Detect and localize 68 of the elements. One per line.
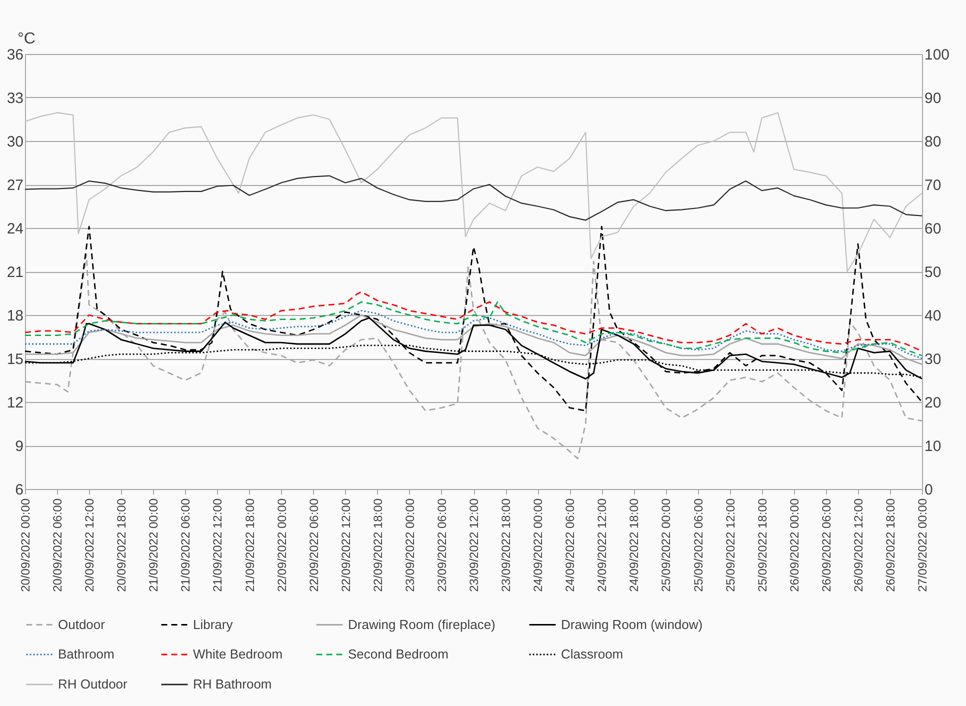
y-tick-label: 21 [6,264,24,281]
y2-tick-label: 90 [924,90,942,107]
line-series [25,226,922,412]
x-tick-label: 24/09/2022 12:00 [595,498,610,592]
x-tick-label: 25/09/2022 00:00 [659,498,674,592]
x-tick-label: 20/09/2022 18:00 [114,498,129,592]
y2-tick-label: 100 [924,46,950,64]
legend-label: Bathroom [58,646,114,662]
y2-tick-label: 0 [924,482,933,498]
y-tick-label: 12 [6,394,24,412]
y-tick-label: 24 [6,220,24,238]
legend-label: RH Outdoor [58,676,128,692]
x-tick-label: 24/09/2022 18:00 [627,498,642,592]
x-tick-label: 23/09/2022 00:00 [402,498,417,592]
legend-label: RH Bathroom [193,676,272,692]
line-series [25,112,922,272]
y2-tick-label: 50 [924,264,942,281]
line-series [25,310,922,360]
legend-label: Second Bedroom [348,646,448,662]
line-series [25,291,922,352]
x-tick-label: 21/09/2022 06:00 [178,498,193,592]
x-tick-label: 23/09/2022 12:00 [467,498,481,592]
x-tick-label: 22/09/2022 12:00 [338,498,353,592]
x-tick-label: 23/09/2022 06:00 [434,498,449,592]
line-series [25,301,922,356]
y-tick-label: 9 [15,438,24,455]
x-tick-label: 20/09/2022 06:00 [50,498,65,592]
y-tick-label: 6 [15,482,24,498]
y2-tick-label: 60 [924,220,942,238]
y-tick-label: 15 [6,351,24,368]
x-tick-label: 22/09/2022 06:00 [306,498,321,592]
x-tick-label: 25/09/2022 18:00 [755,498,770,592]
y2-tick-label: 40 [924,308,942,324]
x-tick-label: 24/09/2022 06:00 [563,498,578,592]
legend-label: Library [193,616,234,632]
y-tick-label: 27 [6,177,24,194]
x-tick-label: 21/09/2022 12:00 [210,498,225,592]
y2-tick-label: 20 [924,394,942,412]
y-tick-label: 18 [6,308,24,324]
y2-tick-label: 30 [924,351,942,368]
x-tick-label: 25/09/2022 12:00 [723,498,738,592]
x-tick-label: 23/09/2022 18:00 [499,498,514,592]
x-tick-label: 26/09/2022 12:00 [851,498,866,592]
x-tick-label: 20/09/2022 00:00 [18,498,32,592]
x-tick-label: 20/09/2022 12:00 [82,498,97,592]
x-tick-label: 21/09/2022 00:00 [146,498,161,592]
legend-label: Outdoor [58,616,106,632]
y2-tick-label: 10 [924,438,942,455]
legend-label: Drawing Room (fireplace) [348,616,496,632]
y-tick-label: 33 [6,90,24,107]
x-tick-label: 21/09/2022 18:00 [242,498,257,592]
x-tick-label: 26/09/2022 00:00 [787,498,802,592]
y-tick-label: 30 [6,134,24,150]
y-axis-title: °C [18,30,36,48]
x-tick-label: 25/09/2022 06:00 [691,498,706,592]
x-tick-label: 26/09/2022 06:00 [819,498,834,592]
legend-label: Classroom [561,646,624,662]
legend-label: Drawing Room (window) [561,616,703,632]
line-series [25,175,922,221]
x-tick-label: 26/09/2022 18:00 [883,498,898,592]
y-tick-label: 36 [6,46,24,64]
x-tick-label: 22/09/2022 18:00 [370,498,385,592]
legend-label: White Bedroom [193,646,283,662]
x-tick-label: 27/09/2022 00:00 [916,498,930,592]
x-tick-label: 22/09/2022 00:00 [274,498,289,592]
y2-tick-label: 80 [924,134,942,150]
y2-tick-label: 70 [924,177,942,194]
x-tick-label: 24/09/2022 00:00 [531,498,546,592]
